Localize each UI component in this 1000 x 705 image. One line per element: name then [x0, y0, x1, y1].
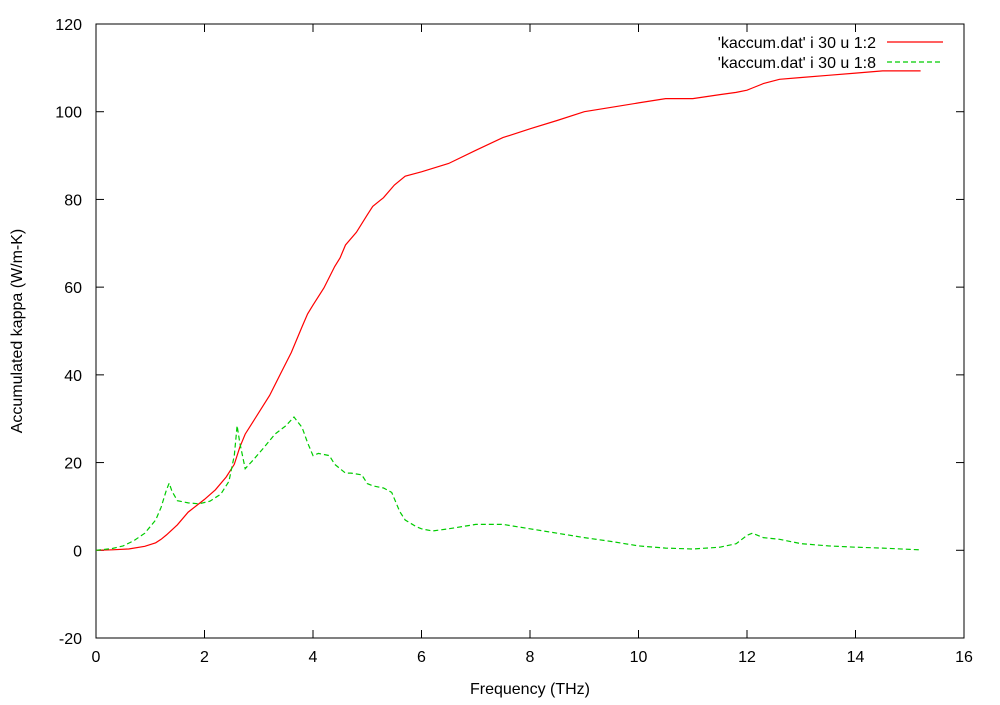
x-tick-label: 0 [92, 649, 101, 666]
series-line-2 [95, 416, 921, 551]
y-tick-label: -20 [59, 631, 82, 648]
legend-label-1: 'kaccum.dat' i 30 u 1:2 [718, 35, 876, 52]
x-tick-label: 2 [200, 649, 209, 666]
legend: 'kaccum.dat' i 30 u 1:2 'kaccum.dat' i 30… [718, 35, 943, 72]
x-tick-label: 14 [847, 649, 865, 666]
x-tick-label: 4 [309, 649, 318, 666]
y-tick-label: 120 [55, 17, 82, 34]
y-axis-label: Accumulated kappa (W/m-K) [9, 229, 26, 434]
legend-label-2: 'kaccum.dat' i 30 u 1:8 [718, 55, 876, 72]
x-tick-label: 12 [738, 649, 756, 666]
y-tick-label: 80 [64, 192, 82, 209]
series-line-1 [95, 70, 921, 551]
y-tick-label: 60 [64, 280, 82, 297]
x-tick-label: 16 [955, 649, 973, 666]
y-tick-label: 40 [64, 368, 82, 385]
plot-frame [95, 23, 965, 639]
x-tick-label: 10 [630, 649, 648, 666]
y-tick-label: 100 [55, 105, 82, 122]
y-tick-label: 0 [73, 543, 82, 560]
x-tick-label: 8 [526, 649, 535, 666]
y-tick-label: 20 [64, 456, 82, 473]
axis-ticks: 0 2 4 6 8 10 12 14 16 -20 0 20 40 60 80 100 120 [55, 17, 973, 666]
x-axis-label: Frequency (THz) [470, 681, 590, 698]
x-tick-label: 6 [417, 649, 426, 666]
series-lines [95, 70, 921, 551]
